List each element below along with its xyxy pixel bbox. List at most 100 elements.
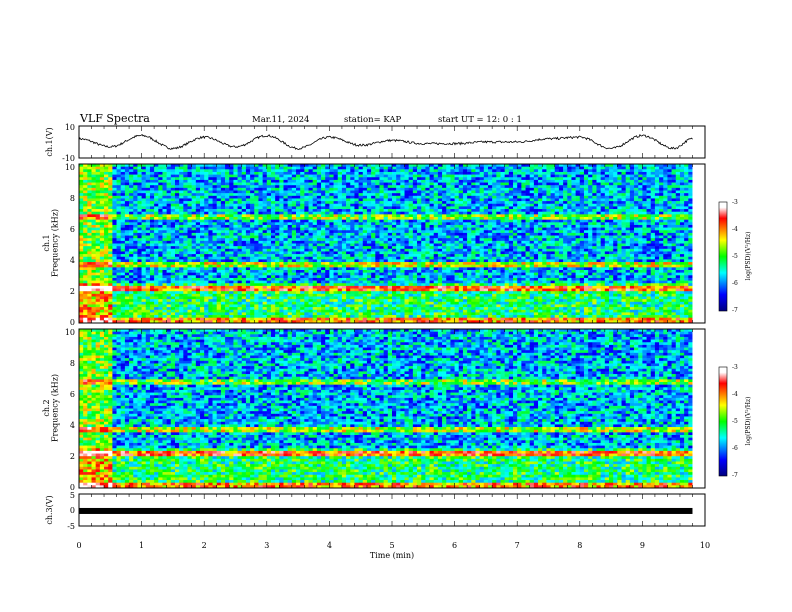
ch1-spectrogram-cell [237,240,243,244]
ch1-spectrogram-cell [233,304,238,308]
ch1-spectrogram-cell [191,222,197,226]
ch1-spectrogram-cell [174,267,180,271]
ch1-spectrogram-cell [208,201,213,205]
ch1-spectrogram-cell [387,171,393,175]
ch1-spectrogram-cell [392,264,397,268]
ch1-spectrogram-cell [308,174,313,178]
ch1-spectrogram-cell [287,296,293,300]
ch1-spectrogram-cell [200,209,205,212]
ch1-spectrogram-cell [350,264,355,268]
ch1-spectrogram-cell [387,203,393,207]
ch1-spectrogram-cell [229,232,234,236]
ch1-spectrogram-cell [337,262,343,265]
ch1-spectrogram-cell [275,164,280,167]
ch1-spectrogram-cell [383,272,389,276]
ch1-spectrogram-cell [225,275,230,279]
ch1-spectrogram-cell [204,169,209,173]
ch1-spectrogram-cell [149,182,155,186]
ch1-spectrogram-cell [408,187,414,191]
ch1-spectrogram-cell [233,174,238,178]
ch1-spectrogram-cell [296,230,301,234]
ch1-spectrogram-cell [312,201,318,205]
ch1-spectrogram-cell [141,240,147,244]
ch1-spectrogram-cell [133,179,138,183]
ch1-spectrogram-cell [362,296,368,300]
ch1-spectrogram-cell [241,293,247,297]
ch1-spectrogram-cell [104,272,109,276]
ch1-spectrogram-cell [387,320,393,324]
ch1-spectrogram-cell [396,280,401,284]
ch1-spectrogram-cell [120,235,126,239]
ch1-spectrogram-cell [392,254,397,258]
ch1-spectrogram-cell [104,238,109,242]
ch1-spectrogram-cell [91,285,96,289]
ch1-spectrogram-cell [162,275,167,279]
ch1-spectrogram-cell [245,254,251,258]
ch1-spectrogram-cell [412,293,418,297]
ch1-spectrogram-cell [291,301,297,305]
ch1-spectrogram-cell [216,291,222,295]
ch1-spectrogram-cell [379,320,384,324]
ch1-spectrogram-cell [191,214,197,218]
ch1-spectrogram-cell [383,246,389,250]
ch1-spectrogram-cell [195,248,201,252]
ch1-spectrogram-cell [362,304,368,308]
ch1-spectrogram-cell [245,201,251,205]
ch1-spectrogram-cell [321,166,326,170]
ch1-spectrogram-cell [358,293,364,297]
ch1-spectrogram-cell [233,214,238,218]
ch1-spectrogram-cell [346,248,351,252]
ch1-spectrogram-cell [162,217,167,220]
ch1-spectrogram-cell [400,304,405,308]
ch1-spectrogram-cell [174,315,180,318]
ch1-spectrogram-cell [275,235,280,239]
ch1-spectrogram-cell [149,301,155,305]
ch1-spectrogram-cell [366,285,372,289]
ch1-spectrogram-cell [241,217,247,220]
ch1-spectrogram-cell [187,301,192,305]
ch1-spectrogram-cell [183,299,188,303]
ch1-spectrogram-cell [266,230,272,234]
ch1-spectrogram-cell [270,174,276,178]
ch1-spectrogram-cell [321,193,326,197]
ch1-spectrogram-cell [366,209,372,212]
ch1-spectrogram-cell [254,307,259,311]
ch1-spectrogram-cell [362,171,368,175]
ch1-spectrogram-cell [245,285,251,289]
ch1-spectrogram-cell [212,164,218,167]
ch1-spectrogram-cell [279,209,284,212]
ch1-spectrogram-cell [241,232,247,236]
ch1-spectrogram-cell [83,185,88,189]
ch1-spectrogram-cell [266,315,272,318]
ch1-spectrogram-cell [237,177,243,181]
ch1-spectrogram-cell [383,179,389,183]
ch1-spectrogram-cell [262,185,268,189]
ch1-spectrogram-cell [283,275,288,279]
ch1-spectrogram-cell [124,219,130,223]
ch1-spectrogram-cell [133,304,138,308]
ch1-spectrogram-cell [287,195,293,199]
ch1-spectrogram-cell [133,277,138,281]
ch1-waveform-panel: 10 -10 ch.1(V) [45,123,706,163]
ch1-spectrogram-cell [116,254,122,258]
ch1-spectrogram-cell [99,315,105,318]
ch1-spectrogram-cell [321,301,326,305]
ch1-spectrogram-cell [417,214,422,218]
ch1-spectrogram-cell [216,240,222,244]
ch1-spectrogram-cell [191,238,197,242]
ch1-spectrogram-cell [241,267,247,271]
ch1-spectrogram-cell [404,185,409,189]
ch1-spectrogram-cell [408,164,414,167]
ch1-spectrogram-cell [104,267,109,271]
ch1-spectrogram-cell [158,254,163,258]
ch1-spectrogram-cell [250,267,255,271]
ch1-spectrogram-cell [354,214,359,218]
ch1-spectrogram-cell [216,320,222,324]
ch1-spectrogram-cell [387,174,393,178]
ch1-spectrogram-cell [262,235,268,239]
ch1-spectrogram-cell [112,203,117,207]
ch1-spectrogram-cell [112,259,117,263]
ch1-spectrogram-cell [366,201,372,205]
ch1-spectrogram-cell [329,187,334,191]
ch1-spectrogram-cell [137,214,142,218]
